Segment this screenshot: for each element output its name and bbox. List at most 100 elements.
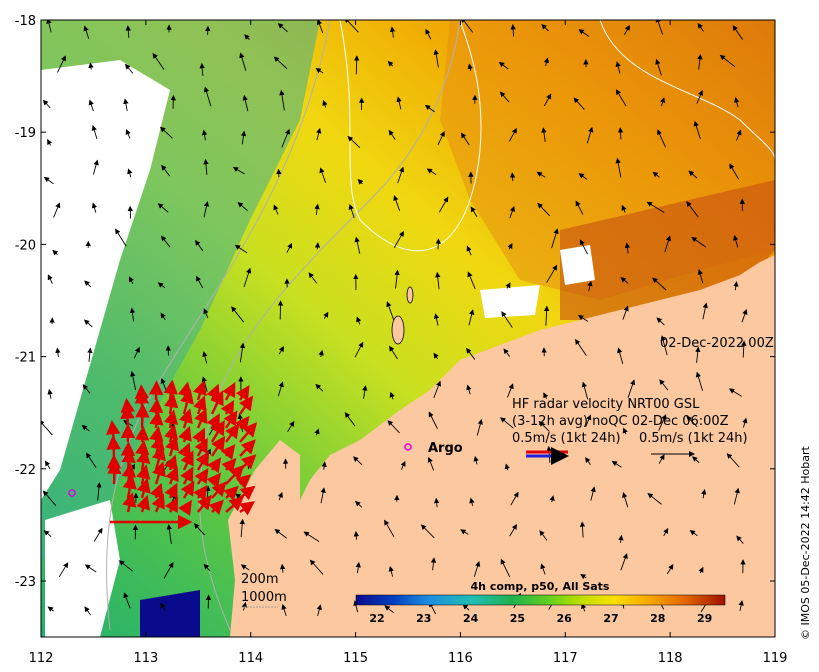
velocity-arrow bbox=[697, 22, 704, 32]
radar-arrow bbox=[178, 499, 192, 516]
x-tick-label: 112 bbox=[29, 651, 54, 666]
velocity-arrow bbox=[195, 239, 204, 252]
velocity-arrow bbox=[510, 24, 516, 37]
velocity-arrow bbox=[125, 25, 131, 38]
island bbox=[406, 286, 414, 304]
velocity-arrow bbox=[129, 307, 136, 322]
velocity-arrow bbox=[509, 172, 516, 182]
radar-arrow bbox=[122, 492, 137, 513]
velocity-arrow bbox=[353, 530, 360, 540]
velocity-arrow bbox=[388, 129, 396, 140]
velocity-arrow bbox=[736, 129, 742, 141]
argo-label: Argo bbox=[428, 441, 463, 456]
velocity-arrow bbox=[657, 129, 666, 148]
velocity-arrow bbox=[240, 130, 247, 145]
velocity-arrow bbox=[83, 319, 93, 328]
velocity-arrow bbox=[664, 235, 672, 253]
y-tick-label: -23 bbox=[15, 575, 36, 590]
x-tick-label: 117 bbox=[553, 651, 578, 666]
radar-arrow bbox=[149, 410, 164, 429]
velocity-arrow bbox=[460, 529, 469, 535]
velocity-arrow bbox=[393, 195, 401, 211]
y-axis: -18 -19 -20 -21 -22 -23 bbox=[15, 14, 775, 590]
velocity-arrow bbox=[581, 381, 589, 400]
depth-label-1000m: 1000m bbox=[241, 590, 287, 605]
velocity-arrow bbox=[733, 487, 740, 505]
velocity-arrow bbox=[273, 56, 288, 69]
velocity-arrow bbox=[652, 171, 660, 178]
velocity-arrow bbox=[549, 495, 555, 503]
colorbar-tick-label: 25 bbox=[510, 612, 525, 625]
radar-arrow bbox=[148, 398, 164, 415]
velocity-arrow bbox=[426, 168, 437, 176]
velocity-arrow bbox=[686, 201, 699, 218]
velocity-arrow bbox=[319, 167, 327, 183]
velocity-arrow bbox=[47, 274, 53, 284]
legend-line-2: (3-12h avg) noQC 02-Dec 06:00Z bbox=[512, 414, 729, 429]
velocity-arrow bbox=[585, 456, 591, 466]
velocity-arrow bbox=[624, 242, 631, 254]
velocity-arrow bbox=[585, 414, 592, 428]
radar-arrow bbox=[225, 423, 240, 443]
velocity-arrow bbox=[420, 524, 435, 539]
colorbar-tick-label: 26 bbox=[557, 612, 573, 625]
x-tick-label: 119 bbox=[763, 651, 788, 666]
velocity-arrow bbox=[83, 25, 90, 39]
velocity-arrow bbox=[726, 453, 740, 468]
velocity-arrow bbox=[43, 530, 52, 538]
velocity-arrow bbox=[281, 603, 287, 617]
velocity-arrow bbox=[389, 391, 395, 400]
colorbar-tick-label: 28 bbox=[650, 612, 665, 625]
velocity-arrow bbox=[160, 235, 171, 248]
velocity-arrow bbox=[152, 52, 165, 70]
x-axis: 112 113 114 115 116 117 118 119 bbox=[29, 20, 788, 666]
velocity-arrow bbox=[314, 203, 320, 216]
velocity-arrow bbox=[433, 497, 440, 508]
velocity-arrow bbox=[277, 381, 284, 397]
velocity-arrow bbox=[656, 317, 665, 326]
colorbar bbox=[355, 594, 726, 606]
velocity-arrow bbox=[617, 347, 624, 365]
velocity-arrow bbox=[433, 352, 439, 360]
velocity-arrow bbox=[356, 316, 362, 325]
velocity-arrow bbox=[357, 178, 364, 185]
date-label: 02-Dec-2022 00Z bbox=[660, 336, 774, 351]
y-tick-label: -22 bbox=[15, 463, 36, 478]
velocity-arrow bbox=[84, 280, 92, 288]
radar-arrow bbox=[210, 390, 224, 415]
velocity-arrow bbox=[742, 417, 748, 428]
velocity-arrow bbox=[510, 491, 519, 506]
y-tick-label: -19 bbox=[15, 126, 36, 141]
radar-arrow bbox=[134, 425, 150, 443]
velocity-arrow bbox=[540, 563, 546, 575]
colorbar-tick-label: 24 bbox=[463, 612, 479, 625]
radar-arrow bbox=[206, 457, 222, 474]
radar-arrow bbox=[210, 435, 226, 457]
velocity-arrow bbox=[504, 463, 510, 471]
velocity-arrow bbox=[659, 379, 669, 391]
velocity-arrow bbox=[201, 129, 208, 141]
velocity-arrow bbox=[505, 282, 511, 289]
velocity-arrow bbox=[507, 243, 513, 250]
velocity-arrow bbox=[736, 535, 744, 544]
velocity-arrow bbox=[647, 493, 662, 505]
velocity-arrow bbox=[163, 561, 174, 579]
velocity-arrow bbox=[199, 62, 205, 76]
velocity-arrow bbox=[244, 34, 250, 41]
velocity-arrow bbox=[666, 563, 674, 575]
velocity-arrow bbox=[433, 313, 440, 326]
velocity-arrow bbox=[686, 415, 698, 427]
velocity-arrow bbox=[543, 57, 550, 67]
velocity-arrow bbox=[500, 417, 514, 429]
velocity-arrow bbox=[389, 345, 398, 360]
radar-arrow bbox=[223, 485, 239, 501]
velocity-arrow bbox=[42, 490, 57, 506]
velocity-arrow bbox=[460, 132, 470, 146]
velocity-arrow bbox=[203, 158, 209, 175]
radar-arrow bbox=[220, 444, 236, 460]
velocity-arrow bbox=[384, 605, 394, 614]
velocity-arrow bbox=[348, 204, 355, 219]
velocity-arrow bbox=[286, 242, 293, 253]
velocity-arrow bbox=[362, 385, 368, 399]
land-mass bbox=[228, 255, 775, 637]
